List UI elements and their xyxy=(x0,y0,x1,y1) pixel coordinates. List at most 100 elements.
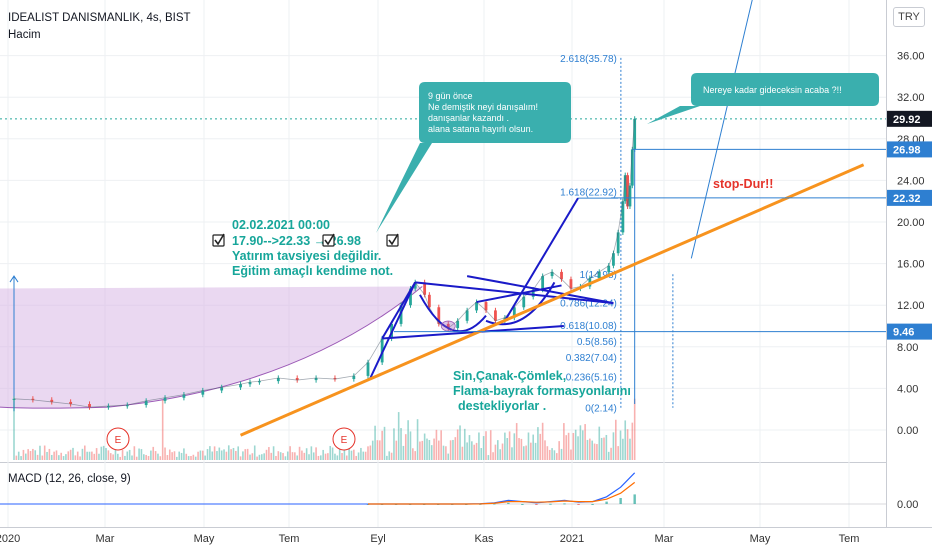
volume-bar xyxy=(350,450,353,460)
volume-bar xyxy=(128,449,131,460)
price-tag-box xyxy=(887,323,932,340)
note-disclaimer: Yatırım tavsiyesi değildir. xyxy=(232,249,381,263)
candle-body xyxy=(12,398,16,400)
candle-body xyxy=(484,302,488,311)
callout-box-1[interactable]: 9 gün önce Ne demiştik neyi danışalım! d… xyxy=(376,82,571,233)
volume-bar xyxy=(522,446,525,460)
fib-level-label: 0.382(7.04) xyxy=(566,353,617,364)
callout-box-2[interactable]: Nereye kadar gideceksin acaba ?!! xyxy=(647,73,879,124)
earnings-marker[interactable]: E xyxy=(106,427,130,451)
volume-bar xyxy=(166,455,169,460)
note-prices: 17.90-->22.33 → 26.98 xyxy=(232,234,361,248)
volume-bar xyxy=(539,433,542,460)
volume-bar xyxy=(409,431,412,460)
fib-level-label: 0.618(10.08) xyxy=(560,321,617,332)
macd-histogram-bar xyxy=(535,504,538,505)
volume-bar xyxy=(86,451,88,460)
volume-bar xyxy=(504,432,506,460)
volume-bar xyxy=(622,438,624,460)
currency-badge[interactable]: TRY xyxy=(893,7,925,27)
volume-bar xyxy=(315,447,317,460)
volume-bar xyxy=(532,434,534,460)
note-block: 02.02.2021 00:00 17.90-->22.33 → 26.98 Y… xyxy=(212,218,399,278)
price-axis-tick: 16.00 xyxy=(897,259,925,271)
candle-body xyxy=(248,382,252,385)
candle-body xyxy=(125,405,129,407)
candle-body xyxy=(201,390,205,395)
macd-histogram-bar xyxy=(605,501,608,504)
candle-body xyxy=(437,307,441,324)
macd-histogram-bar xyxy=(619,498,622,504)
volume-bar xyxy=(515,423,518,460)
checkbox-icon xyxy=(322,233,335,247)
volume-bar xyxy=(518,438,520,460)
volume-bar xyxy=(402,445,405,460)
candle-body xyxy=(413,282,417,289)
volume-bar xyxy=(471,441,473,460)
time-axis-tick: 2020 xyxy=(0,533,20,545)
volume-bar xyxy=(501,443,504,460)
macd-histogram-bar xyxy=(507,502,510,504)
callout-1-line-3: danışanlar kazandı . xyxy=(428,113,509,123)
volume-bar xyxy=(69,449,72,460)
volume-bar xyxy=(371,440,374,460)
volume-bar xyxy=(237,446,239,460)
volume-bar xyxy=(305,448,308,460)
volume-bar xyxy=(520,438,523,460)
volume-bar xyxy=(591,440,593,460)
candle-body xyxy=(630,149,634,186)
volume-bar xyxy=(369,445,372,460)
volume-bar xyxy=(558,441,560,460)
macd-pane[interactable] xyxy=(0,463,886,527)
volume-bar xyxy=(329,445,332,460)
trendline xyxy=(239,163,865,437)
volume-bar xyxy=(553,450,556,460)
candle-body xyxy=(541,276,545,290)
volume-bar xyxy=(242,451,244,460)
volume-bar xyxy=(55,450,58,460)
volume-bar xyxy=(511,447,513,460)
volume-bar xyxy=(338,445,341,460)
volume-bar xyxy=(105,448,107,460)
volume-bar xyxy=(296,455,298,460)
price-tag-text: 9.46 xyxy=(893,327,914,339)
volume-bar xyxy=(159,456,162,460)
volume-bar xyxy=(126,451,129,460)
volume-bar xyxy=(131,455,133,460)
volume-bar xyxy=(376,440,379,460)
volume-bar xyxy=(577,436,579,460)
volume-bar xyxy=(303,452,306,460)
trendline-orange xyxy=(239,163,865,437)
volume-bar xyxy=(596,444,598,460)
earnings-marker[interactable]: E xyxy=(332,427,356,451)
price-axis[interactable]: 0.004.008.0012.0016.0020.0024.0028.0032.… xyxy=(897,51,925,511)
volume-bar xyxy=(513,433,516,460)
fib-level-label: 0.786(12.24) xyxy=(560,299,617,310)
candle-body xyxy=(522,296,526,308)
volume-bar xyxy=(43,445,46,460)
volume-bar xyxy=(284,456,287,460)
volume-bar xyxy=(322,449,324,460)
time-axis[interactable]: 2020 Mar May Tem Eyl Kas 2021 Mar May Tem xyxy=(0,533,859,545)
volume-bar xyxy=(282,453,284,460)
callout-1-shape xyxy=(376,82,571,233)
volume-bar xyxy=(225,451,228,460)
volume-bar xyxy=(445,446,447,460)
volume-bar xyxy=(107,450,110,460)
time-axis-tick: Tem xyxy=(839,533,860,545)
volume-bar xyxy=(440,430,442,460)
volume-bar xyxy=(617,446,619,460)
time-axis-tick: May xyxy=(194,533,215,545)
volume-bar xyxy=(119,456,121,460)
volume-bar xyxy=(301,450,303,460)
volume-bar xyxy=(171,452,173,460)
macd-histogram-bar xyxy=(521,504,524,505)
volume-bar xyxy=(197,451,199,460)
volume-bar xyxy=(397,412,400,460)
volume-bar xyxy=(143,454,145,460)
macd-label: MACD (12, 26, close, 9) xyxy=(8,473,131,485)
volume-bar xyxy=(485,431,487,460)
pattern-note-line-2: Flama-bayrak formasyonlarını xyxy=(453,384,631,398)
price-axis-tick: 8.00 xyxy=(897,342,918,354)
